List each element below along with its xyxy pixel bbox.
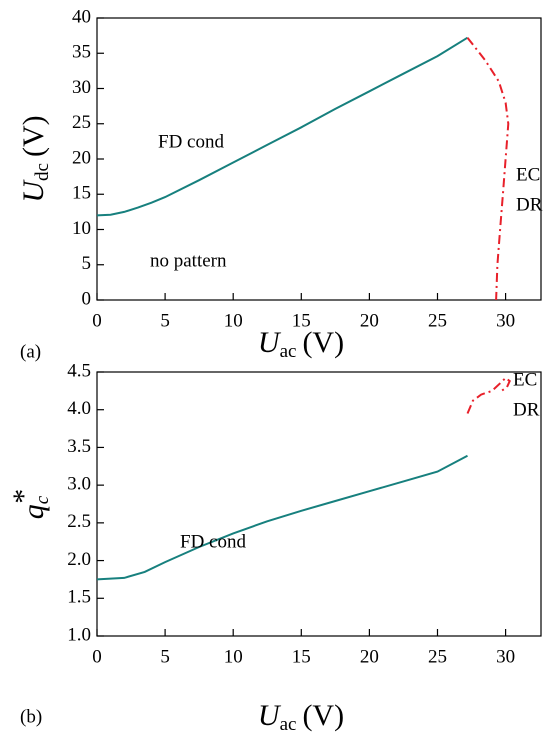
y-label-unit: * (7, 489, 40, 504)
y-label-symbol: U (17, 179, 50, 203)
x-tick-label: 25 (428, 310, 447, 331)
y-tick-label: 4.5 (67, 360, 91, 381)
annotation: no pattern (150, 250, 227, 271)
x-label-symbol: U (258, 699, 282, 732)
y-axis-label: qc* (7, 489, 53, 519)
x-axis-label: Uac (V) (258, 326, 344, 362)
y-tick-label: 1.5 (67, 587, 91, 608)
x-label-unit: (V) (302, 699, 344, 732)
x-label-symbol: U (258, 326, 282, 359)
annotation: DR (513, 399, 540, 420)
y-tick-label: 2.5 (67, 511, 91, 532)
y-tick-label: 3.0 (67, 474, 91, 495)
annotation: DR (516, 194, 543, 215)
y-tick-label: 25 (72, 112, 91, 133)
data-line (466, 376, 511, 414)
x-tick-label: 10 (224, 310, 243, 331)
y-label-unit: (V) (17, 115, 50, 157)
y-tick-label: 40 (72, 6, 91, 27)
x-tick-label: 15 (292, 646, 311, 667)
annotation: FD cond (158, 131, 224, 152)
x-tick-label: 0 (92, 646, 102, 667)
x-label-subscript: ac (280, 341, 297, 362)
annotation: EC (516, 164, 540, 185)
y-tick-label: 35 (72, 42, 91, 63)
y-tick-label: 10 (72, 218, 91, 239)
x-tick-label: 10 (224, 646, 243, 667)
y-tick-label: 4.0 (67, 398, 91, 419)
y-tick-label: 0 (82, 288, 92, 309)
x-tick-label: 15 (292, 310, 311, 331)
x-tick-label: 5 (160, 646, 170, 667)
x-label-unit: (V) (302, 326, 344, 359)
x-label-subscript: ac (280, 714, 297, 735)
plot-frame (96, 371, 542, 637)
x-tick-label: 30 (496, 310, 515, 331)
panel-label: (a) (20, 341, 41, 362)
x-tick-label: 20 (360, 646, 379, 667)
y-axis-label: Udc (V) (17, 115, 53, 202)
y-tick-label: 15 (72, 183, 91, 204)
x-tick-label: 0 (92, 310, 102, 331)
y-tick-label: 20 (72, 147, 91, 168)
x-tick-label: 25 (428, 646, 447, 667)
x-tick-label: 5 (160, 310, 170, 331)
annotation: FD cond (180, 531, 246, 552)
data-line (96, 454, 468, 581)
x-tick-label: 30 (496, 646, 515, 667)
panel-label: (b) (20, 706, 42, 727)
y-tick-label: 1.0 (67, 624, 91, 645)
data-line (466, 37, 510, 301)
y-label-symbol: q (17, 504, 50, 519)
data-line (96, 36, 469, 217)
y-label-subscript: c (32, 495, 53, 504)
annotation: EC (513, 369, 537, 390)
y-tick-label: 30 (72, 77, 91, 98)
x-axis-label: Uac (V) (258, 699, 344, 735)
y-tick-label: 2.0 (67, 549, 91, 570)
y-label-subscript: dc (32, 163, 53, 181)
x-tick-label: 20 (360, 310, 379, 331)
y-tick-label: 5 (82, 253, 92, 274)
y-tick-label: 3.5 (67, 436, 91, 457)
